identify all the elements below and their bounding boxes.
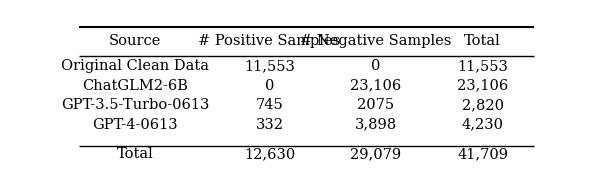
Text: # Negative Samples: # Negative Samples: [300, 34, 451, 48]
Text: 2075: 2075: [358, 98, 395, 112]
Text: 23,106: 23,106: [457, 79, 508, 92]
Text: 3,898: 3,898: [355, 118, 397, 132]
Text: Original Clean Data: Original Clean Data: [61, 59, 209, 73]
Text: 23,106: 23,106: [350, 79, 402, 92]
Text: 0: 0: [265, 79, 274, 92]
Text: 745: 745: [255, 98, 283, 112]
Text: 12,630: 12,630: [244, 147, 295, 161]
Text: Total: Total: [464, 34, 501, 48]
Text: 4,230: 4,230: [462, 118, 504, 132]
Text: 29,079: 29,079: [350, 147, 401, 161]
Text: 11,553: 11,553: [244, 59, 295, 73]
Text: 11,553: 11,553: [457, 59, 508, 73]
Text: GPT-4-0613: GPT-4-0613: [92, 118, 178, 132]
Text: 2,820: 2,820: [462, 98, 504, 112]
Text: 0: 0: [371, 59, 381, 73]
Text: GPT-3.5-Turbo-0613: GPT-3.5-Turbo-0613: [61, 98, 209, 112]
Text: # Positive Samples: # Positive Samples: [199, 34, 340, 48]
Text: Total: Total: [117, 147, 153, 161]
Text: 332: 332: [255, 118, 283, 132]
Text: Source: Source: [109, 34, 161, 48]
Text: 41,709: 41,709: [457, 147, 508, 161]
Text: ChatGLM2-6B: ChatGLM2-6B: [82, 79, 188, 92]
